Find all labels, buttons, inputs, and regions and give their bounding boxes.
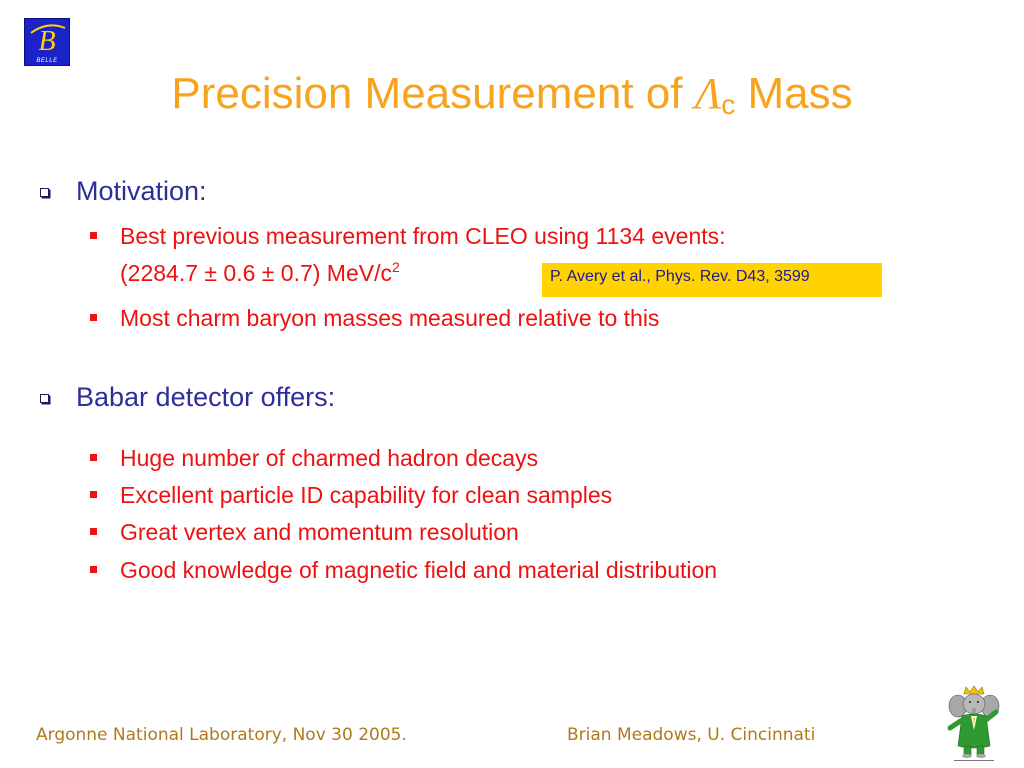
- square-bullet-icon: [90, 566, 97, 573]
- heading-text: Babar detector offers:: [76, 382, 336, 412]
- title-prefix: Precision Measurement of: [171, 69, 695, 118]
- footer-left: Argonne National Laboratory, Nov 30 2005…: [36, 725, 407, 745]
- title-suffix: Mass: [735, 69, 853, 118]
- square-bullet-icon: [90, 454, 97, 461]
- square-bullet-icon: [90, 528, 97, 535]
- heading-text: Motivation:: [76, 176, 207, 206]
- belle-logo-icon: B: [30, 24, 66, 57]
- hollow-square-bullet-icon: [40, 188, 49, 197]
- footer-right: Brian Meadows, U. Cincinnati: [567, 725, 816, 745]
- bullet-text: Best previous measurement from CLEO usin…: [120, 223, 726, 249]
- square-bullet-icon: [90, 314, 97, 321]
- belle-logo: B BELLE: [24, 18, 70, 66]
- measurement-value: (2284.7 ± 0.6 ± 0.7) MeV/c2: [120, 258, 400, 288]
- reference-citation: P. Avery et al., Phys. Rev. D43, 3599: [542, 263, 882, 297]
- bullet-text: Huge number of charmed hadron decays: [120, 445, 539, 471]
- title-lambda-symbol: Λ: [694, 69, 722, 118]
- bullet-text: Great vertex and momentum resolution: [120, 519, 519, 545]
- logo-letter: B: [38, 26, 55, 57]
- title-subscript: c: [721, 89, 736, 120]
- hollow-square-bullet-icon: [40, 394, 49, 403]
- slide-title: Precision Measurement of Λc Mass: [0, 66, 1024, 122]
- bullet-text: Excellent particle ID capability for cle…: [120, 482, 613, 508]
- measurement-superscript: 2: [392, 259, 400, 275]
- bullet-text: Good knowledge of magnetic field and mat…: [120, 557, 718, 583]
- square-bullet-icon: [90, 232, 97, 239]
- bullet-text: Most charm baryon masses measured relati…: [120, 305, 660, 331]
- logo-label: BELLE: [36, 58, 58, 64]
- babar-elephant-icon: [947, 685, 1000, 761]
- square-bullet-icon: [90, 491, 97, 498]
- measurement-text: (2284.7 ± 0.6 ± 0.7) MeV/c: [120, 260, 392, 286]
